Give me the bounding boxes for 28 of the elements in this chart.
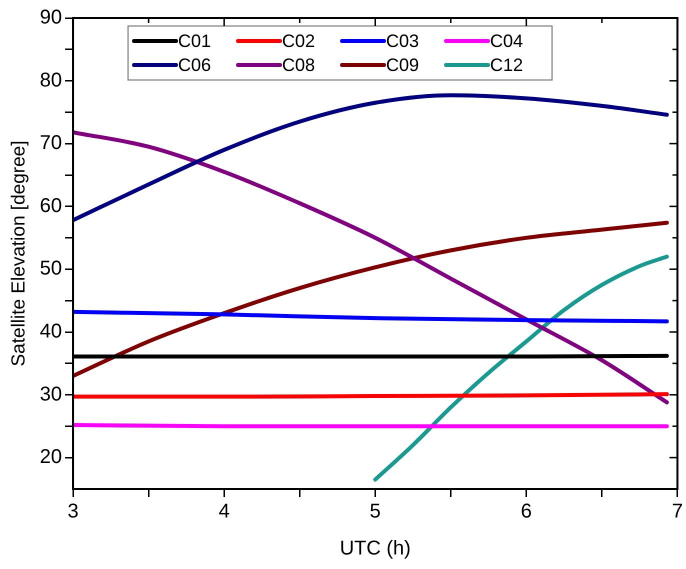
x-axis-title: UTC (h) — [340, 538, 411, 560]
y-tick-label: 80 — [40, 69, 62, 92]
x-tick-label: 6 — [520, 500, 532, 523]
y-tick-label: 20 — [40, 446, 62, 468]
y-tick-label: 40 — [40, 320, 62, 343]
y-tick-label: 60 — [40, 194, 62, 217]
legend-label: C03 — [386, 30, 420, 51]
legend-label: C09 — [386, 54, 420, 75]
x-tick-label: 7 — [672, 500, 683, 523]
line-series — [73, 130, 669, 404]
legend-label: C06 — [178, 54, 212, 75]
line-series — [73, 220, 669, 378]
y-tick-label: 30 — [40, 383, 62, 406]
legend-label: C01 — [178, 30, 212, 51]
line-series — [73, 93, 669, 222]
y-tick-label: 70 — [40, 132, 62, 154]
legend-label: C12 — [490, 54, 524, 75]
legend-label: C02 — [282, 30, 316, 51]
line-series — [373, 254, 669, 482]
y-tick-label: 50 — [40, 258, 62, 280]
line-series — [73, 310, 669, 324]
x-tick-label: 3 — [67, 500, 79, 523]
y-axis-title: Satellite Elevation [degree] — [8, 140, 30, 367]
x-tick-label: 5 — [370, 500, 381, 523]
y-tick-label: 90 — [40, 6, 62, 29]
legend-label: C08 — [282, 54, 316, 75]
x-tick-label: 4 — [218, 500, 230, 523]
legend-label: C04 — [490, 30, 524, 51]
